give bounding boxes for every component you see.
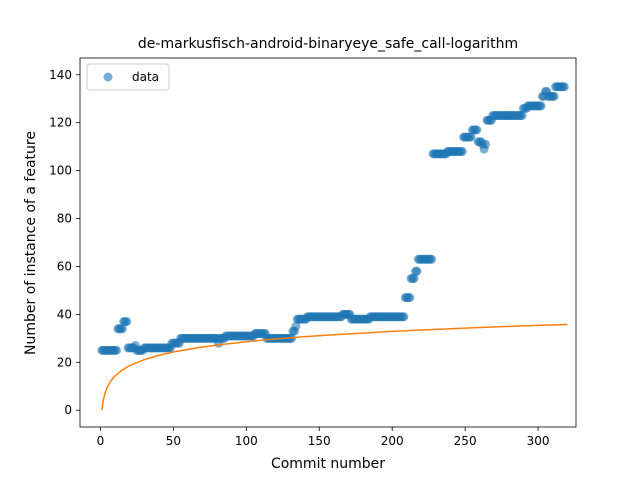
- x-tick-label: 150: [308, 434, 331, 448]
- legend: data: [86, 63, 170, 91]
- data-point: [409, 273, 419, 283]
- data-point: [559, 82, 569, 92]
- data-point: [466, 132, 476, 142]
- x-tick-label: 200: [381, 434, 404, 448]
- data-point: [549, 91, 559, 101]
- data-point: [111, 345, 121, 355]
- legend-marker-data: [103, 72, 113, 82]
- x-tick-label: 0: [97, 434, 105, 448]
- y-axis-label: Number of instance of a feature: [23, 131, 39, 355]
- y-tick-label: 100: [49, 164, 72, 178]
- data-point: [405, 293, 415, 303]
- y-tick-label: 20: [57, 355, 72, 369]
- data-point: [122, 317, 132, 327]
- y-axis-ticks: 0 20 40 60 80 100 120 140: [49, 68, 80, 417]
- x-tick-label: 50: [166, 434, 181, 448]
- legend-label-data: data: [132, 70, 159, 84]
- data-point: [536, 101, 546, 111]
- data-point: [472, 125, 482, 135]
- x-tick-label: 300: [527, 434, 550, 448]
- data-point: [412, 266, 422, 276]
- legend-box: [86, 63, 170, 91]
- y-tick-label: 140: [49, 68, 72, 82]
- y-tick-label: 60: [57, 259, 72, 273]
- data-point: [427, 254, 437, 264]
- data-point: [399, 312, 409, 322]
- y-tick-label: 80: [57, 212, 72, 226]
- data-point: [457, 146, 467, 156]
- y-tick-label: 0: [64, 403, 72, 417]
- x-tick-label: 100: [235, 434, 258, 448]
- y-tick-label: 120: [49, 116, 72, 130]
- x-axis-ticks: 0 50 100 150 200 250 300: [97, 427, 550, 448]
- fit-line: [101, 323, 568, 411]
- y-tick-label: 40: [57, 307, 72, 321]
- plot-area: [79, 57, 577, 428]
- x-axis-label: Commit number: [271, 456, 385, 472]
- data-point: [117, 324, 127, 334]
- x-tick-label: 250: [454, 434, 477, 448]
- data-point: [517, 111, 527, 121]
- chart-title: de-markusfisch-android-binaryeye_safe_ca…: [138, 36, 518, 52]
- axes-frame: [79, 57, 577, 428]
- data-point: [291, 321, 301, 331]
- data-point: [481, 139, 491, 149]
